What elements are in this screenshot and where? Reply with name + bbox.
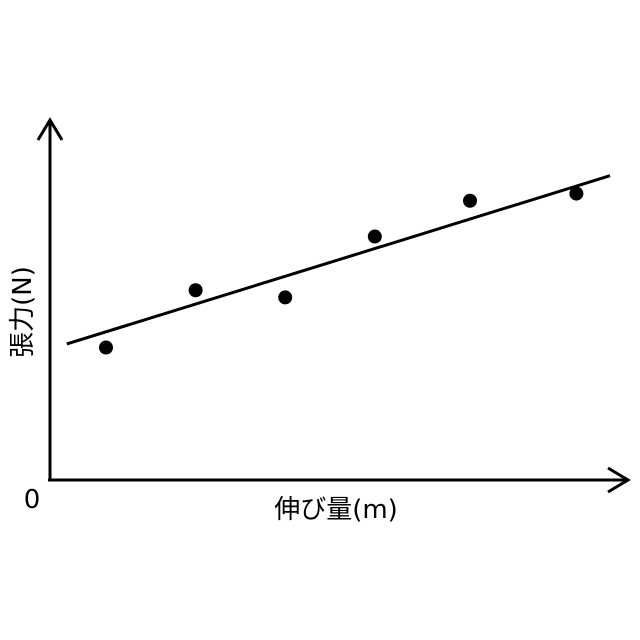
origin-label: 0 (24, 485, 41, 515)
data-point (189, 283, 203, 297)
marks (67, 176, 610, 355)
data-point (368, 230, 382, 244)
data-point (99, 341, 113, 355)
data-point (569, 187, 583, 201)
data-point (278, 290, 292, 304)
y-axis-label: 張力(N) (8, 266, 38, 358)
fit-line (67, 176, 610, 344)
data-point (463, 194, 477, 208)
x-axis-label: 伸び量(m) (274, 495, 398, 525)
axes (38, 120, 628, 492)
